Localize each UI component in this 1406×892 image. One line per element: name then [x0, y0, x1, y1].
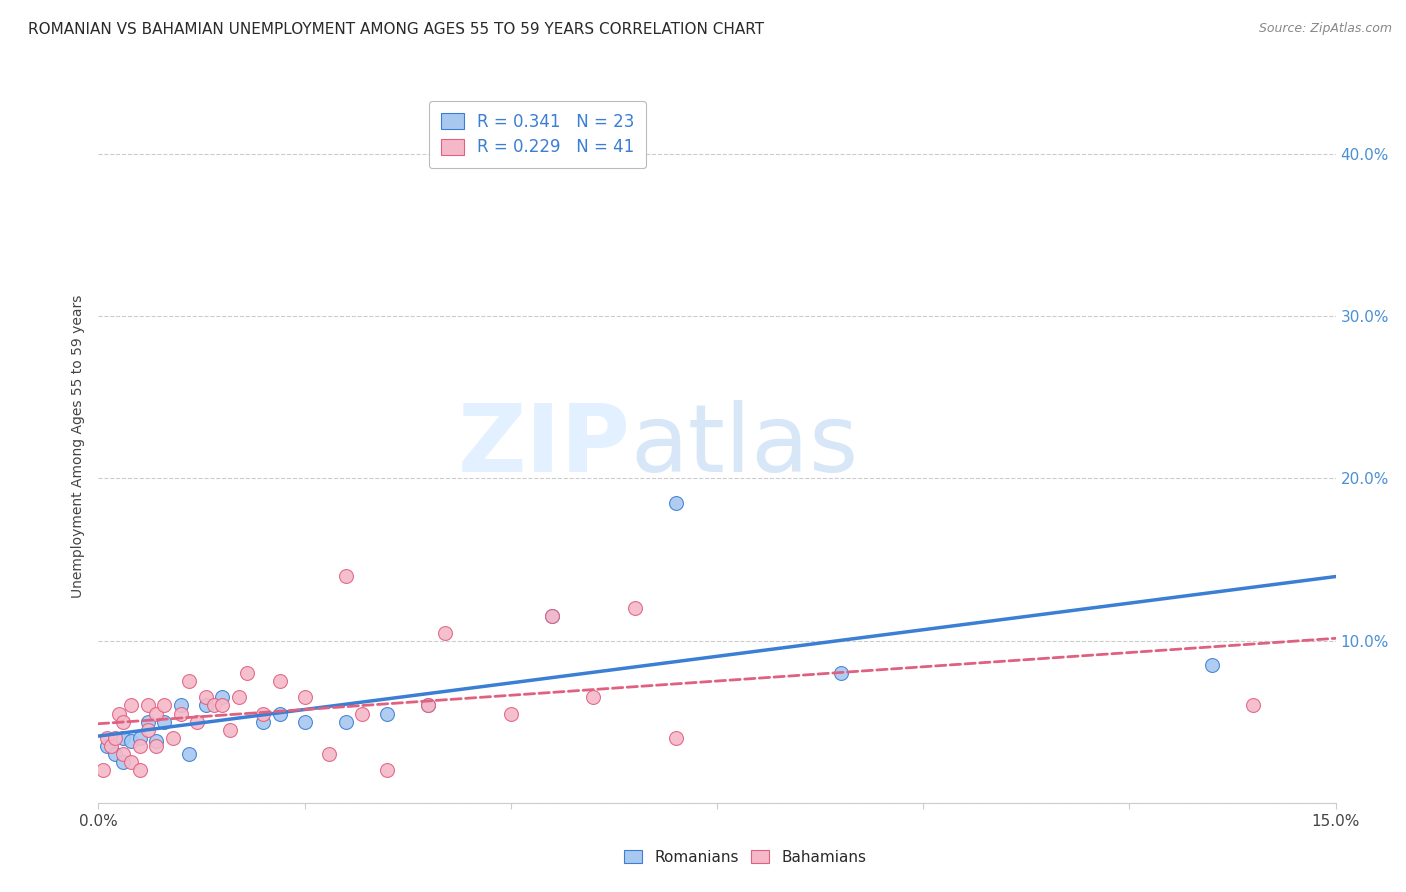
Point	[145, 734, 167, 748]
Point	[294, 690, 316, 705]
Point	[665, 731, 688, 745]
Point	[136, 698, 159, 713]
Point	[541, 609, 564, 624]
Point	[170, 706, 193, 721]
Point	[153, 714, 176, 729]
Point	[665, 496, 688, 510]
Point	[830, 666, 852, 681]
Point	[96, 731, 118, 745]
Point	[228, 690, 250, 705]
Text: Source: ZipAtlas.com: Source: ZipAtlas.com	[1258, 22, 1392, 36]
Point	[252, 706, 274, 721]
Point	[582, 690, 605, 705]
Point	[112, 714, 135, 729]
Text: atlas: atlas	[630, 400, 859, 492]
Point	[335, 714, 357, 729]
Point	[194, 690, 217, 705]
Point	[252, 714, 274, 729]
Point	[499, 706, 522, 721]
Point	[418, 698, 440, 713]
Point	[112, 747, 135, 761]
Point	[375, 764, 398, 778]
Point	[104, 731, 127, 745]
Point	[170, 698, 193, 713]
Point	[211, 698, 233, 713]
Point	[104, 747, 127, 761]
Point	[623, 601, 645, 615]
Point	[335, 568, 357, 582]
Point	[120, 698, 142, 713]
Point	[100, 739, 122, 753]
Y-axis label: Unemployment Among Ages 55 to 59 years: Unemployment Among Ages 55 to 59 years	[72, 294, 86, 598]
Point	[318, 747, 340, 761]
Point	[211, 690, 233, 705]
Point	[120, 734, 142, 748]
Point	[541, 609, 564, 624]
Point	[112, 756, 135, 770]
Point	[269, 674, 291, 689]
Point	[1241, 698, 1264, 713]
Point	[128, 731, 150, 745]
Point	[219, 723, 242, 737]
Point	[136, 714, 159, 729]
Point	[128, 739, 150, 753]
Point	[375, 706, 398, 721]
Point	[108, 706, 131, 721]
Point	[194, 698, 217, 713]
Point	[186, 714, 208, 729]
Point	[145, 739, 167, 753]
Point	[120, 756, 142, 770]
Point	[91, 764, 114, 778]
Point	[294, 714, 316, 729]
Point	[418, 698, 440, 713]
Point	[1201, 657, 1223, 672]
Legend: R = 0.341   N = 23, R = 0.229   N = 41: R = 0.341 N = 23, R = 0.229 N = 41	[429, 101, 647, 168]
Point	[352, 706, 374, 721]
Point	[162, 731, 184, 745]
Point	[128, 764, 150, 778]
Text: ROMANIAN VS BAHAMIAN UNEMPLOYMENT AMONG AGES 55 TO 59 YEARS CORRELATION CHART: ROMANIAN VS BAHAMIAN UNEMPLOYMENT AMONG …	[28, 22, 765, 37]
Point	[179, 674, 201, 689]
Point	[136, 723, 159, 737]
Text: ZIP: ZIP	[457, 400, 630, 492]
Point	[179, 747, 201, 761]
Legend: Romanians, Bahamians: Romanians, Bahamians	[617, 844, 873, 871]
Point	[153, 698, 176, 713]
Point	[433, 625, 456, 640]
Point	[96, 739, 118, 753]
Point	[236, 666, 259, 681]
Point	[202, 698, 225, 713]
Point	[269, 706, 291, 721]
Point	[112, 731, 135, 745]
Point	[145, 706, 167, 721]
